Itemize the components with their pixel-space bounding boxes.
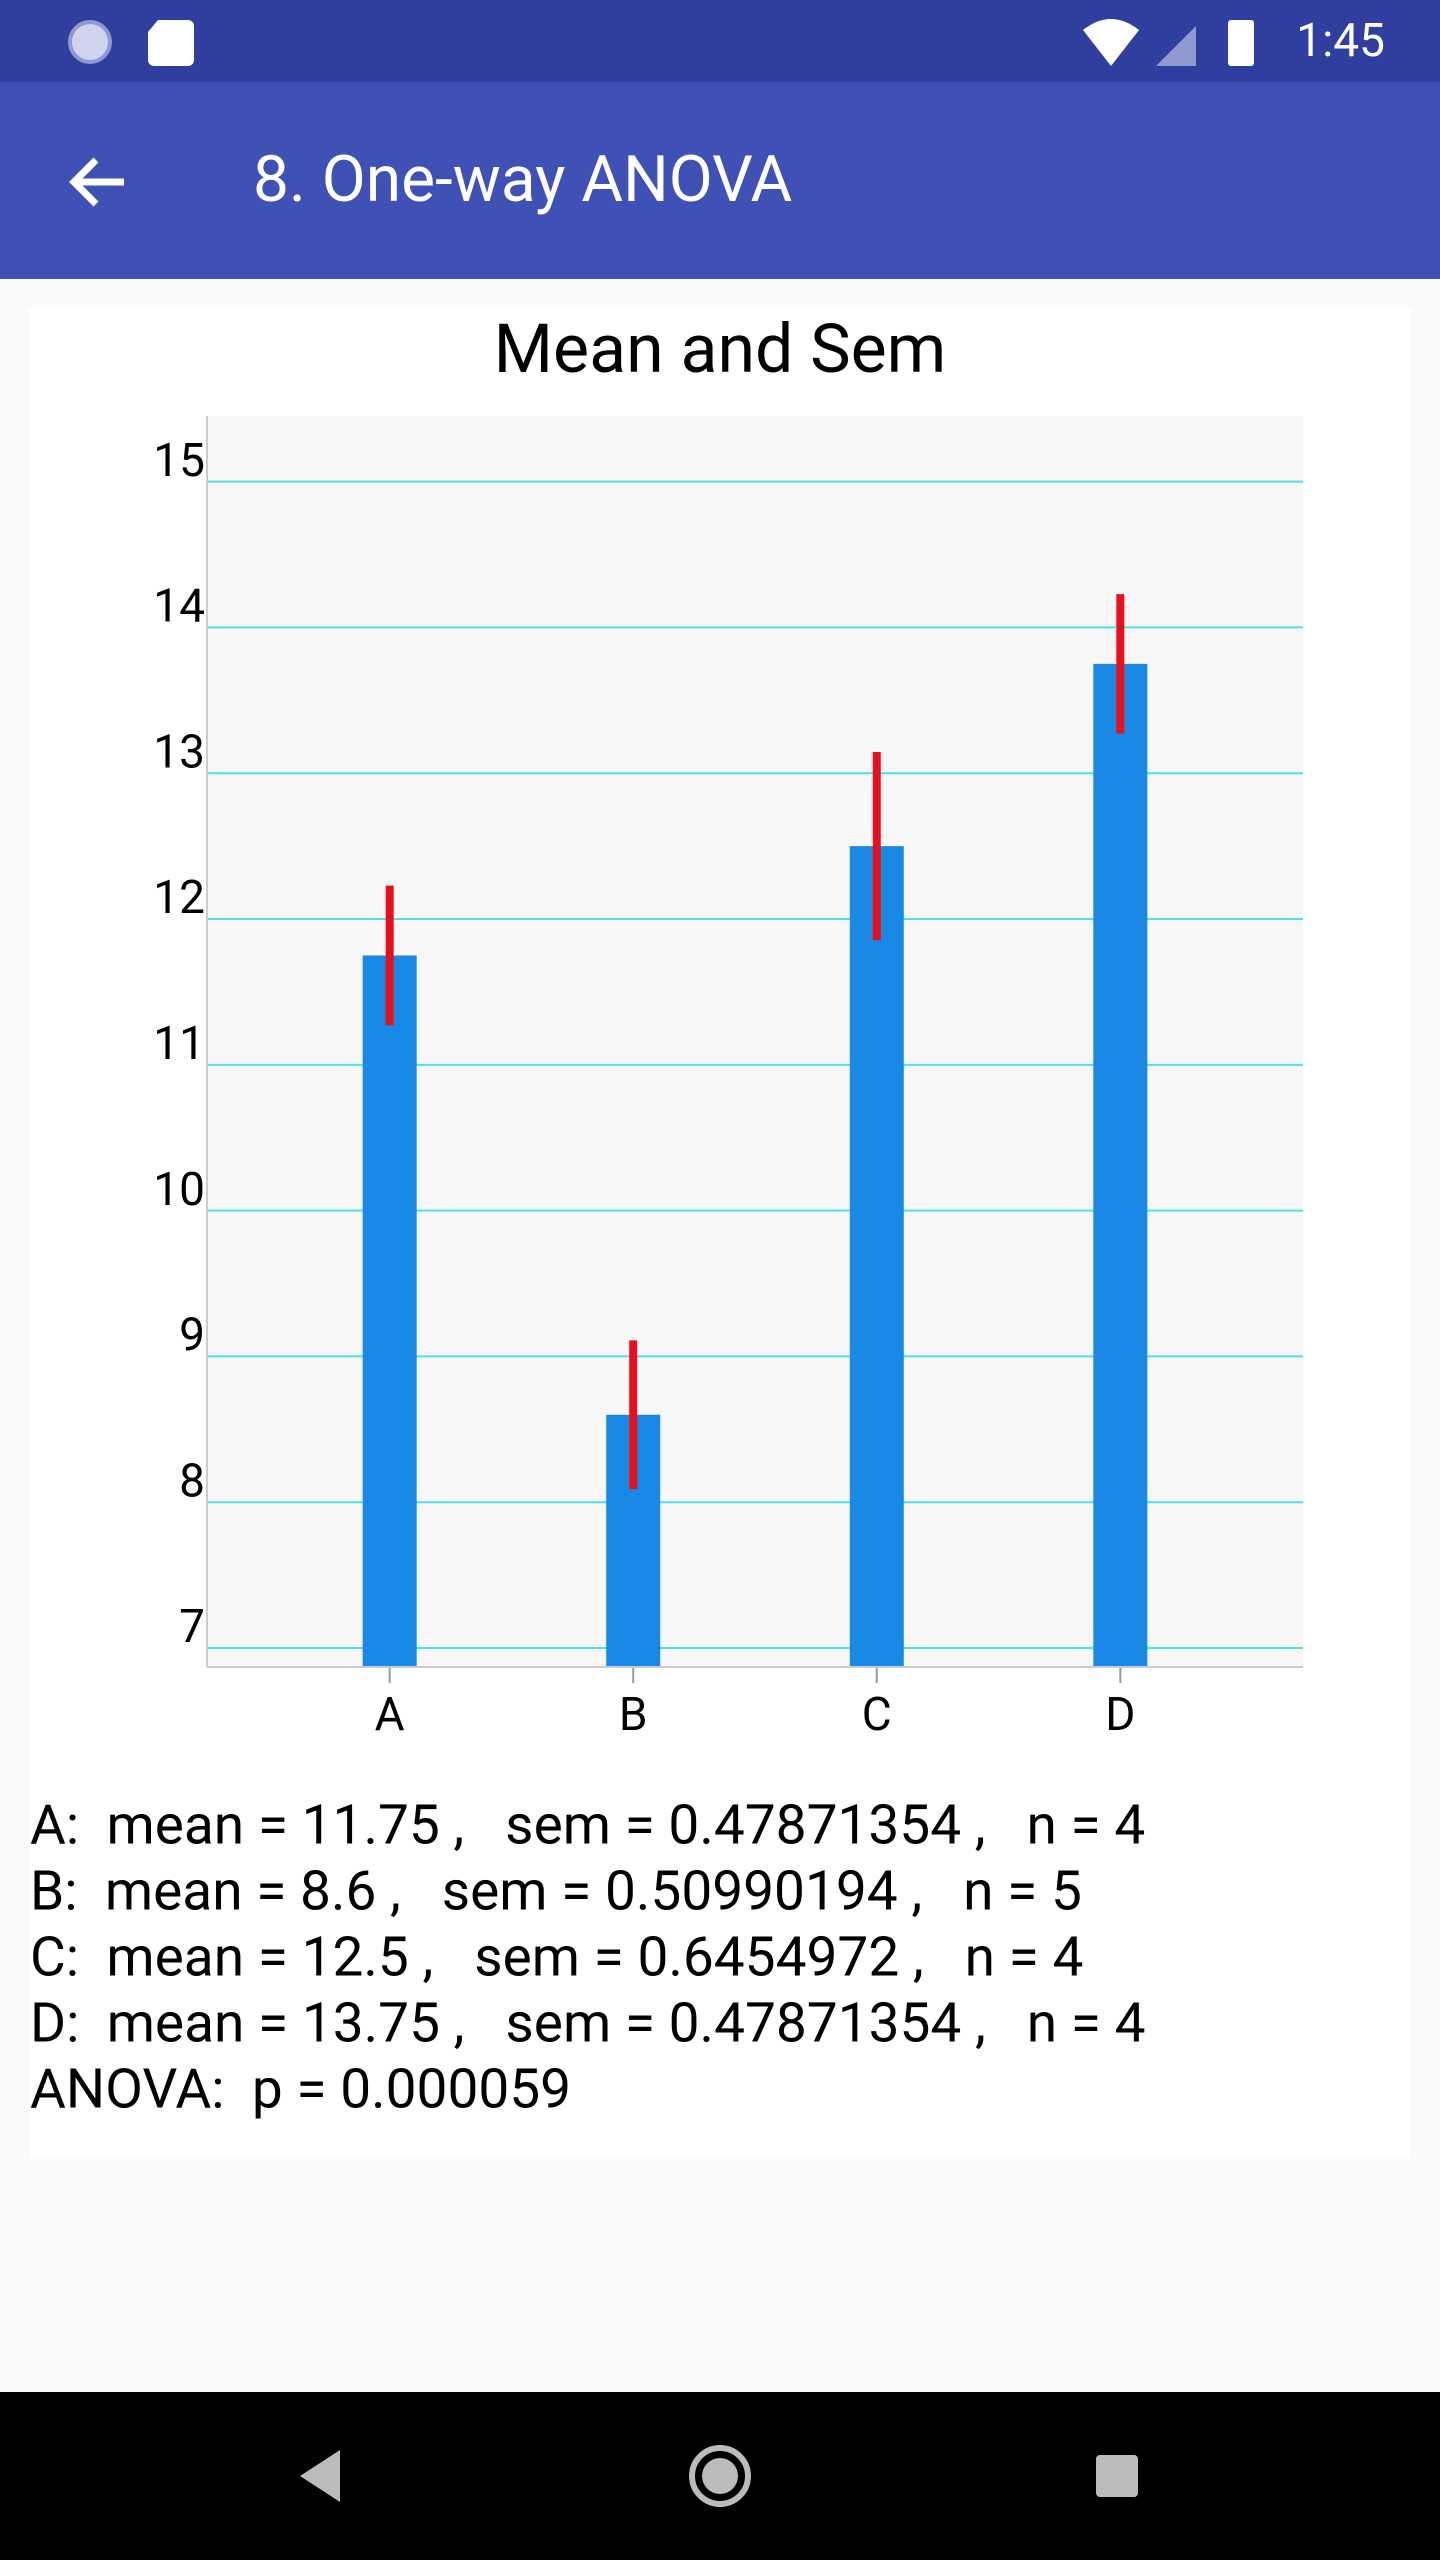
x-tick-label: C [862,1688,892,1742]
x-tick-label: D [1105,1688,1135,1742]
y-tick-label: 13 [153,725,205,779]
y-tick-label: 9 [179,1309,205,1363]
nav-back[interactable] [300,2450,340,2502]
sd-card-icon [148,20,194,66]
battery-icon [1228,20,1254,66]
back-button[interactable] [50,134,146,230]
chart: 7 8 9 10 11 12 13 14 15 A B C D [153,434,1303,1742]
wifi-icon [1083,19,1139,66]
x-tick-label: B [619,1688,648,1742]
stats-line: A: mean = 11.75 , sem = 0.47871354 , n =… [30,1794,1145,1858]
stats-line: C: mean = 12.5 , sem = 0.6454972 , n = 4 [30,1926,1083,1990]
chart-title: Mean and Sem [494,309,947,389]
y-tick-label: 11 [153,1017,205,1071]
stats-line: ANOVA: p = 0.000059 [30,2058,571,2122]
bar [1093,663,1148,1667]
nav-home[interactable] [689,2445,751,2507]
y-tick-label: 14 [153,580,205,634]
nav-home-dot[interactable] [702,2458,738,2494]
signal-icon [1156,26,1196,66]
stats-line: D: mean = 13.75 , sem = 0.47871354 , n =… [30,1992,1146,2056]
y-tick-label: 8 [179,1454,205,1508]
bar [362,955,417,1667]
y-tick-label: 10 [153,1163,205,1217]
status-time: 1:45 [1296,14,1385,68]
app-bar-title: 8. One-way ANOVA [253,142,792,217]
y-tick-label: 15 [153,434,205,488]
stats-line: B: mean = 8.6 , sem = 0.50990194 , n = 5 [30,1860,1082,1924]
stats-text: A: mean = 11.75 , sem = 0.47871354 , n =… [30,1794,1146,2122]
y-tick-label: 7 [179,1600,205,1654]
bar [849,846,904,1667]
y-tick-label: 12 [153,871,205,925]
status-bar [0,0,1440,82]
sync-icon [68,20,112,64]
back-arrow[interactable] [69,157,124,207]
app-bar [0,82,1440,279]
nav-recents[interactable] [1096,2455,1138,2497]
x-tick-label: A [375,1688,405,1742]
